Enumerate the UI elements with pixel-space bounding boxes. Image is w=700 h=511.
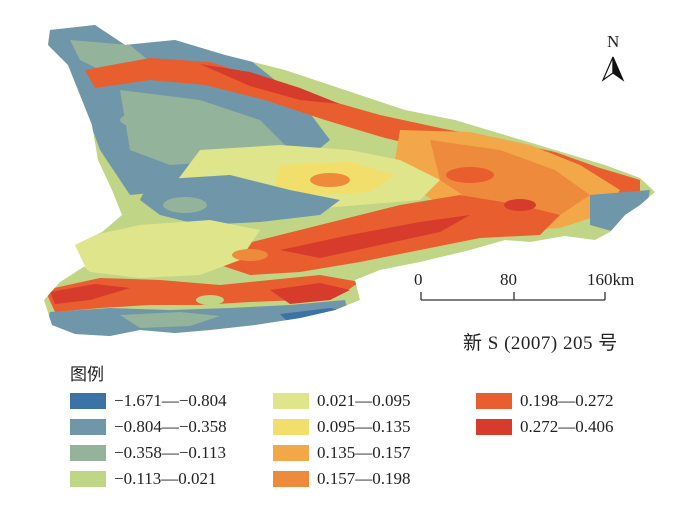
legend-item: 0.135—0.157: [273, 442, 411, 464]
north-arrow-icon: [601, 56, 625, 82]
legend-label: 0.272—0.406: [520, 417, 614, 436]
legend-item: 0.157—0.198: [273, 468, 411, 490]
legend-swatch: [476, 419, 512, 435]
zone-patch: [446, 167, 494, 183]
legend-label: 0.198—0.272: [520, 391, 614, 410]
legend-swatch: [70, 393, 106, 409]
map-approval-number: 新 S (2007) 205 号: [463, 333, 618, 354]
north-label: N: [607, 32, 620, 51]
legend-title: 图例: [70, 365, 104, 385]
zone-patch: [120, 113, 160, 127]
legend-label: 0.095—0.135: [317, 417, 411, 436]
legend-swatch: [70, 471, 106, 487]
zone-nw-green: [120, 90, 290, 165]
legend-label: 0.135—0.157: [317, 443, 411, 462]
legend-swatch: [273, 419, 309, 435]
legend-swatch: [70, 419, 106, 435]
legend-label: −0.358—−0.113: [114, 443, 227, 462]
zone-patch: [504, 199, 536, 211]
legend-swatch: [273, 393, 309, 409]
zone-east-orange2: [430, 140, 590, 215]
legend-item: −0.358—−0.113: [70, 442, 226, 464]
zone-sw-red: [45, 275, 360, 312]
zone-north-ridge-red: [200, 64, 340, 104]
legend-item: 0.198—0.272: [476, 390, 614, 412]
legend-item: 0.272—0.406: [476, 416, 614, 438]
legend-item: −0.113—0.021: [70, 468, 216, 490]
zone-sw-red2: [50, 284, 130, 304]
legend-item: −1.671—−0.804: [70, 390, 227, 412]
zone-south-edge-green: [120, 312, 220, 328]
legend-label: −0.113—0.021: [114, 469, 217, 488]
legend-label: 0.021—0.095: [317, 391, 411, 410]
legend-item: 0.021—0.095: [273, 390, 411, 412]
scale-tick-0: 0: [414, 270, 423, 289]
legend-item: 0.095—0.135: [273, 416, 411, 438]
zone-patch: [196, 295, 224, 305]
scale-bar: [420, 292, 606, 301]
legend-swatch: [273, 471, 309, 487]
zone-east-bluegray: [590, 190, 650, 232]
zone-sw-red3: [270, 283, 350, 304]
legend-label: −1.671—−0.804: [114, 391, 227, 410]
zone-west-yellow: [70, 220, 260, 278]
legend: −1.671—−0.804 −0.804—−0.358 −0.358—−0.11…: [70, 390, 690, 500]
legend-label: −0.804—−0.358: [114, 417, 227, 436]
legend-swatch: [70, 445, 106, 461]
legend-swatch: [273, 445, 309, 461]
zone-patch: [310, 173, 350, 187]
zone-south-red2: [280, 215, 470, 258]
zonation-map: [44, 25, 655, 336]
scale-tick-80: 80: [500, 270, 517, 289]
zone-patch: [232, 249, 268, 261]
zone-patch: [163, 197, 207, 213]
legend-swatch: [476, 393, 512, 409]
legend-item: −0.804—−0.358: [70, 416, 227, 438]
legend-label: 0.157—0.198: [317, 469, 411, 488]
scale-tick-160: 160km: [587, 270, 635, 289]
